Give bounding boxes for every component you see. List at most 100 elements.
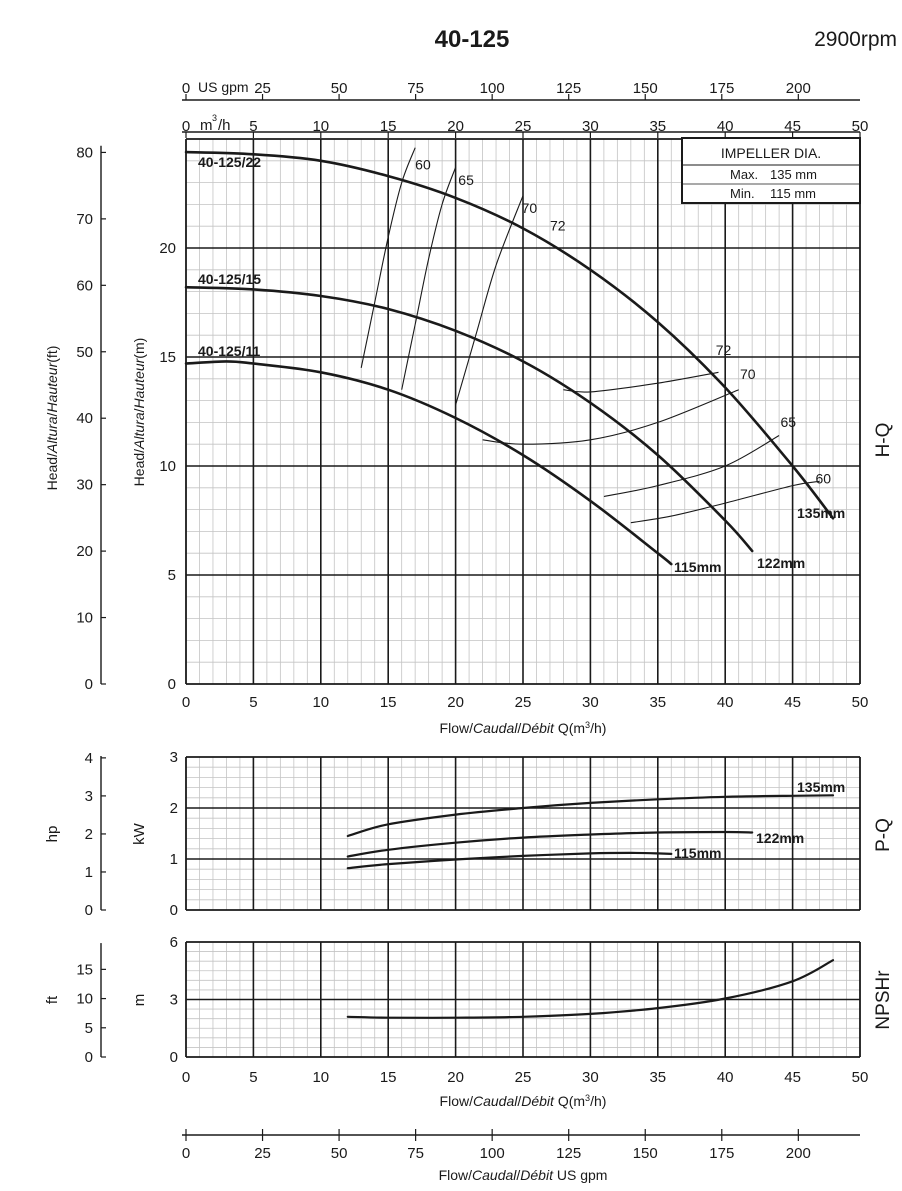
efficiency-label: 70 [740, 366, 756, 382]
hq-ft-tick-label: 40 [76, 410, 93, 427]
hq-y-m-title-part: Altura [131, 412, 147, 450]
npsh-curve [346, 959, 835, 1019]
np-ft-tick-label: 5 [85, 1020, 93, 1037]
hq-x-tick-label: 15 [380, 694, 397, 711]
hq-x-tick-label: 5 [249, 694, 257, 711]
bottom-gpm-title-part: Caudal [472, 1167, 517, 1183]
hq-x-axis-title-part: /h) [590, 720, 606, 736]
hq-x-tick-label: 35 [649, 694, 666, 711]
hq-ft-tick-label: 70 [76, 211, 93, 228]
hq-ft-tick-label: 20 [76, 543, 93, 560]
hq-x-tick-label: 30 [582, 694, 599, 711]
hq-curve-122mm [184, 285, 754, 553]
bottom-gpm-title-part: Flow/ [439, 1167, 473, 1183]
np-side-label: NPSHr [873, 970, 894, 1030]
np-x-tick-label: 0 [182, 1069, 190, 1086]
pq-curve-label: 115mm [674, 845, 721, 861]
impeller-box: IMPELLER DIA. Max. 135 mm Min. 115 mm [681, 137, 861, 204]
top-m3h-tick-label: 35 [649, 118, 666, 135]
np-y-m-title: m [131, 994, 148, 1007]
pq-y-kw-title: kW [131, 822, 148, 845]
efficiency-contour [603, 435, 780, 498]
efficiency-label: 72 [716, 342, 732, 358]
hq-model-label: 40-125/15 [198, 271, 261, 287]
efficiency-contour [455, 195, 524, 406]
np-ft-tick-label: 0 [85, 1049, 93, 1066]
np-x-tick-label: 50 [852, 1069, 869, 1086]
efficiency-label: 60 [415, 157, 431, 173]
top-m3h-tick-label: 30 [582, 118, 599, 135]
hq-y-ft-title-part: (ft) [44, 346, 60, 363]
efficiency-contour [360, 147, 416, 369]
efficiency-contour [630, 480, 820, 524]
top-gpm-tick-label: 125 [556, 80, 581, 97]
np-x-tick-label: 20 [447, 1069, 464, 1086]
np-y-ft-title: ft [44, 995, 61, 1004]
np-x-axis-title-part: / [517, 1093, 521, 1109]
hq-grid [185, 138, 861, 685]
top-m3h-tick-label: 5 [249, 118, 257, 135]
np-x-tick-label: 25 [515, 1069, 532, 1086]
hq-curve-end-label: 135mm [797, 505, 845, 521]
top-gpm-tick-label: 75 [407, 80, 424, 97]
np-x-tick-label: 30 [582, 1069, 599, 1086]
efficiency-label: 70 [522, 200, 538, 216]
np-x-tick-label: 40 [717, 1069, 734, 1086]
hq-curve-end-label: 122mm [757, 555, 805, 571]
hq-x-axis-title-part: Caudal [473, 720, 518, 736]
impeller-box-frame [681, 137, 861, 204]
top-gpm-tick-label: 200 [786, 80, 811, 97]
hq-x-tick-label: 25 [515, 694, 532, 711]
top-m3h-tick-label: 10 [312, 118, 329, 135]
efficiency-contour [563, 371, 719, 393]
top-m3h-tick-label: 15 [380, 118, 397, 135]
np-y-m-tick-label: 0 [170, 1049, 178, 1066]
pq-curve-label: 122mm [756, 830, 804, 846]
hq-y-ft-title: Head/Altura/Hauteur(ft) [44, 346, 60, 491]
pq-curve-135mm [346, 794, 835, 838]
top-gpm-tick-label: 175 [709, 80, 734, 97]
bottom-gpm-title-part: / [516, 1167, 520, 1183]
efficiency-label: 65 [458, 172, 474, 188]
top-m3h-unit-suffix: /h [218, 117, 231, 134]
label-layer: 0 5 10 15 20 25 30 35 40 45 500 5 10 15 20 25 30 35 40 45 50… [44, 79, 894, 1183]
np-x-tick-label: 10 [312, 1069, 329, 1086]
bottom-gpm-title-part: US gpm [553, 1167, 607, 1183]
hq-ft-tick-label: 50 [76, 344, 93, 361]
hq-y-m-title-part: (m) [131, 338, 147, 359]
pq-curve-122mm [346, 830, 754, 858]
impeller-max-label: Max. [730, 167, 758, 182]
top-m3h-tick-label: 45 [784, 118, 801, 135]
hq-y-m-tick-label: 10 [159, 458, 176, 475]
bottom-gpm-title: Flow/Caudal/Débit US gpm [439, 1167, 608, 1183]
bottom-gpm-tick-label: 175 [709, 1145, 734, 1162]
hq-y-ft-title-part: / [44, 412, 60, 416]
hq-x-tick-label: 0 [182, 694, 190, 711]
pq-curve-115mm [346, 851, 673, 870]
hq-y-ft-title-part: Altura [44, 416, 60, 454]
top-m3h-tick-label: 25 [515, 118, 532, 135]
efficiency-contour [482, 389, 739, 445]
chart-title: 40-125 [434, 26, 510, 53]
top-m3h-zero: 0 [182, 118, 190, 135]
hq-ft-tick-label: 80 [76, 144, 93, 161]
bottom-gpm-tick-label: 200 [786, 1145, 811, 1162]
np-ft-tick-label: 15 [76, 961, 93, 978]
impeller-box-title: IMPELLER DIA. [721, 145, 821, 161]
efficiency-label: 60 [816, 470, 832, 486]
top-gpm-tick-label: 50 [331, 80, 348, 97]
np-x-axis-title-part: Q(m [554, 1093, 585, 1109]
top-axes: 5 10 15 20 25 30 35 40 45 500 m 3/h0 25 50 75 100 125 150… [182, 79, 869, 138]
hq-x-axis-title-part: / [517, 720, 521, 736]
top-m3h-tick-label: 50 [852, 118, 869, 135]
hq-x-tick-label: 50 [852, 694, 869, 711]
hq-ft-tick-label: 10 [76, 610, 93, 627]
hq-curve-end-label: 115mm [674, 559, 721, 575]
hq-x-tick-label: 45 [784, 694, 801, 711]
np-x-axis-title-part: Caudal [473, 1093, 518, 1109]
hq-y-m-title-part: / [131, 408, 147, 412]
hq-ft-tick-label: 0 [85, 676, 93, 693]
hq-y-m-title: Head/Altura/Hauteur(m) [131, 338, 147, 487]
hq-y-m-tick-label: 5 [168, 567, 176, 584]
